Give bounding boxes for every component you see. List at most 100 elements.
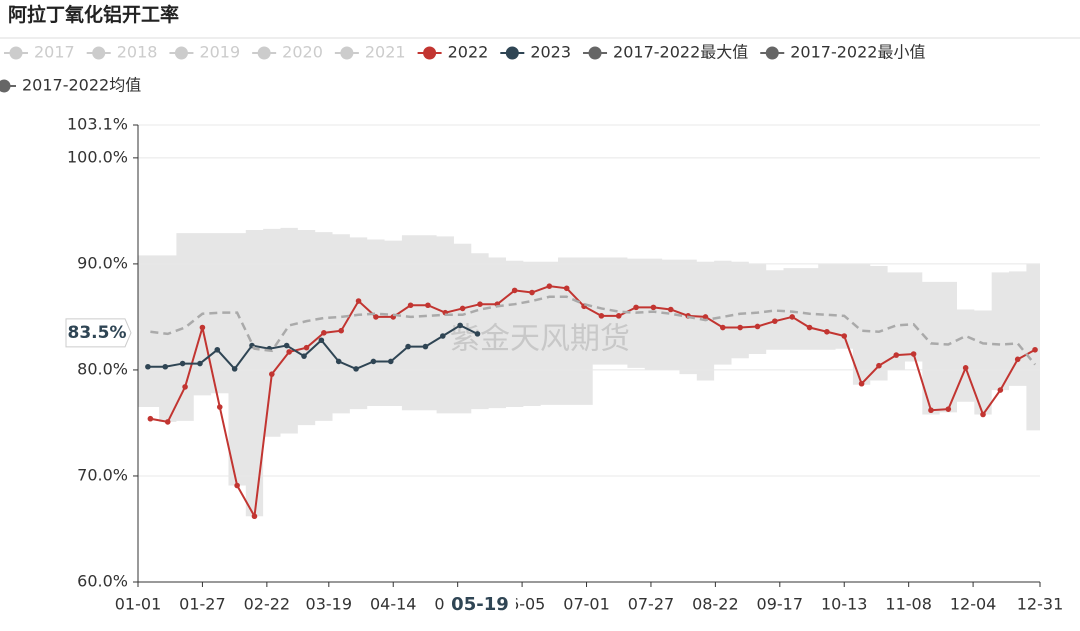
x-tick-label: 11-08 <box>885 595 932 614</box>
data-point <box>1014 356 1021 363</box>
data-point <box>179 360 186 367</box>
data-point <box>338 327 344 334</box>
data-point <box>197 360 203 367</box>
y-tick-label: 60.0% <box>77 572 128 591</box>
legend-label: 2022 <box>448 43 489 62</box>
x-tick-label: 07-27 <box>628 595 675 614</box>
crosshair-x-text: 05-19 <box>451 594 509 615</box>
data-point <box>962 365 969 371</box>
x-tick-label: 12-04 <box>950 595 997 614</box>
data-point <box>216 404 223 410</box>
data-point <box>997 387 1004 393</box>
data-point <box>321 330 327 336</box>
data-point <box>301 353 307 359</box>
x-tick-label: 09-17 <box>757 595 804 614</box>
x-tick-label: 03-19 <box>306 595 353 614</box>
data-point <box>283 342 290 349</box>
legend-item[interactable]: 2017-2022均值 <box>0 76 141 95</box>
legend-marker <box>505 46 519 60</box>
legend-label: 2017-2022最大值 <box>613 43 748 62</box>
legend-item[interactable]: 2017-2022最大值 <box>583 43 748 62</box>
crosshair-y-box <box>65 318 132 348</box>
legend-item[interactable]: 2019 <box>169 43 240 62</box>
data-point <box>667 306 674 313</box>
data-point <box>355 298 362 304</box>
data-point <box>145 363 151 370</box>
series-line <box>147 324 478 371</box>
data-point <box>615 313 622 319</box>
legend-marker <box>588 46 602 60</box>
data-point <box>199 324 206 331</box>
chart-title: 阿拉丁氧化铝开工率 <box>8 3 179 26</box>
data-point <box>387 358 394 365</box>
data-point <box>702 314 709 320</box>
data-point <box>806 324 813 331</box>
data-point <box>563 285 570 292</box>
data-point <box>373 314 379 320</box>
data-point <box>405 343 411 350</box>
y-tick-label: 80.0% <box>77 359 128 378</box>
data-point <box>439 333 446 339</box>
x-tick-label: 10-13 <box>821 595 868 614</box>
data-point <box>772 318 778 324</box>
crosshair-x-label: 05-19 <box>443 588 516 624</box>
y-tick-label: 100.0% <box>67 147 128 166</box>
data-point <box>928 407 934 414</box>
data-point <box>841 333 848 339</box>
data-point <box>789 314 795 320</box>
min-max-band <box>138 227 1040 517</box>
data-point <box>251 513 258 520</box>
legend-label: 2021 <box>365 43 406 62</box>
legend-item[interactable]: 2018 <box>86 43 158 62</box>
crosshair-y-text: 83.5% <box>68 323 127 343</box>
legend-label: 2019 <box>199 43 240 62</box>
data-point <box>407 302 414 309</box>
data-point <box>422 343 429 350</box>
data-point <box>164 419 171 425</box>
data-point <box>286 349 292 355</box>
data-point <box>214 346 221 353</box>
legend-label: 2023 <box>530 43 571 62</box>
legend-item[interactable]: 2017 <box>4 43 75 62</box>
y-tick-label: 90.0% <box>77 253 128 272</box>
x-tick-label: 02-22 <box>244 595 291 614</box>
series-line <box>150 285 1036 520</box>
data-point <box>511 287 518 294</box>
data-point <box>457 322 463 329</box>
data-point <box>910 351 917 357</box>
data-point <box>425 302 431 309</box>
data-point <box>633 304 639 311</box>
y-tick-label: 70.0% <box>77 465 128 484</box>
data-point <box>824 328 830 335</box>
legend-item[interactable]: 2023 <box>500 43 571 62</box>
data-point <box>335 358 342 365</box>
data-point <box>598 313 605 319</box>
data-point <box>234 482 240 489</box>
legend-item[interactable]: 2020 <box>252 43 323 62</box>
data-point <box>945 406 952 412</box>
data-point <box>182 384 188 390</box>
data-point <box>269 371 275 377</box>
data-point <box>893 352 900 358</box>
legend-label: 2017-2022最小值 <box>790 43 925 62</box>
legend-marker <box>174 46 188 60</box>
legend-item[interactable]: 2017-2022最小值 <box>760 43 925 62</box>
data-point <box>858 380 865 387</box>
data-point <box>529 289 535 296</box>
band-layer <box>138 227 1040 517</box>
legend-item[interactable]: 2022 <box>417 43 489 62</box>
legend-item[interactable]: 2021 <box>334 43 406 62</box>
legend-marker <box>257 46 271 60</box>
data-point <box>353 366 359 372</box>
legend-label: 2018 <box>117 43 158 62</box>
data-point <box>720 324 726 331</box>
x-tick-label: 01-27 <box>179 595 226 614</box>
legend-marker <box>340 46 354 60</box>
legend-marker <box>92 46 106 60</box>
legend-label: 2020 <box>282 43 323 62</box>
legend-marker <box>0 79 11 93</box>
data-point <box>980 411 986 418</box>
data-point <box>754 323 761 330</box>
data-point <box>876 362 882 369</box>
